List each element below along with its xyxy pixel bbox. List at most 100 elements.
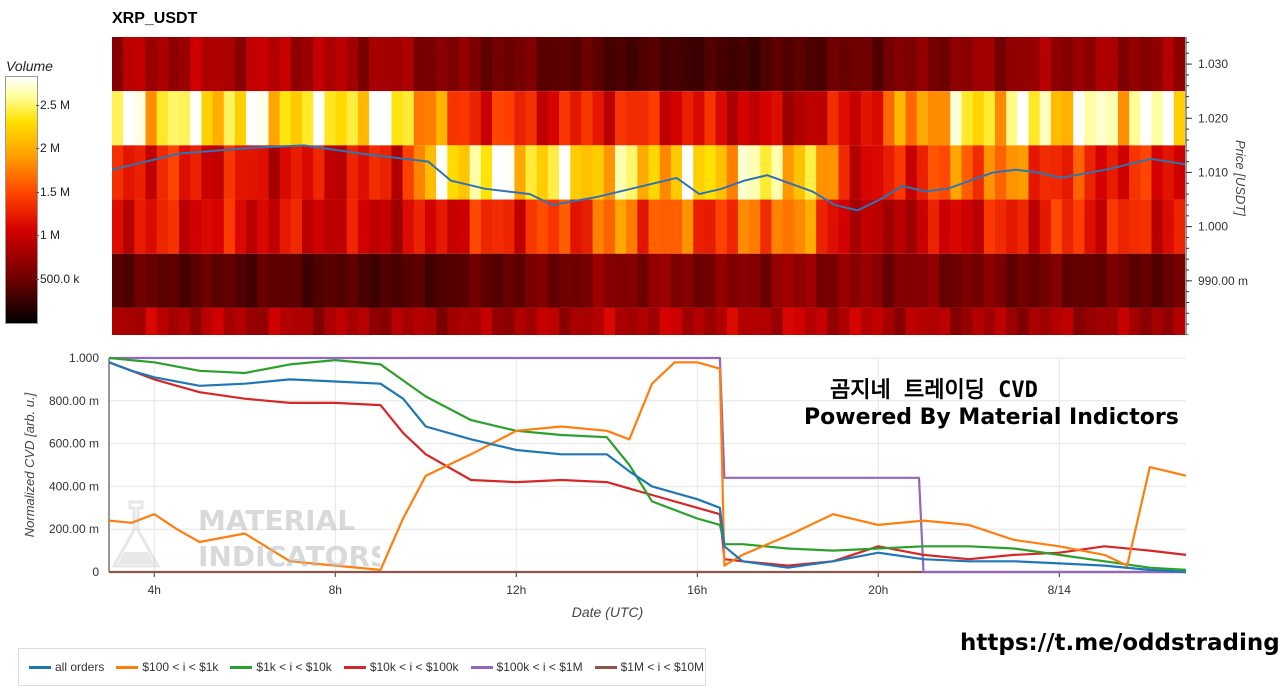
heatmap-cell xyxy=(614,91,627,146)
heatmap-cell xyxy=(1151,91,1164,146)
heatmap-cell xyxy=(1062,307,1074,335)
heatmap-cell xyxy=(860,91,873,146)
heatmap-cell xyxy=(335,145,348,200)
volume-heatmap xyxy=(112,37,1185,335)
heatmap-cell xyxy=(469,307,482,335)
legend-item[interactable]: all orders xyxy=(29,660,104,674)
heatmap-cell xyxy=(190,307,203,335)
cvd-series-line xyxy=(108,361,1187,574)
heatmap-cell xyxy=(693,91,705,146)
heatmap-cell xyxy=(894,145,907,200)
legend-item[interactable]: $1k < i < $10k xyxy=(230,660,332,674)
heatmap-cell xyxy=(950,253,963,308)
heatmap-cell xyxy=(626,37,638,92)
heatmap-cell xyxy=(234,199,247,254)
heatmap-cell xyxy=(682,199,694,254)
heatmap-cell xyxy=(145,199,158,254)
heatmap-cell xyxy=(570,91,583,146)
heatmap-cell xyxy=(123,253,135,308)
heatmap-cell xyxy=(1062,145,1074,200)
colorbar-tick-label: 2.5 M xyxy=(40,97,71,112)
legend-label: $100k < i < $1M xyxy=(496,660,583,674)
heatmap-cell xyxy=(167,91,180,146)
heatmap-cell xyxy=(112,145,124,200)
heatmap-cell xyxy=(883,145,895,200)
heatmap-cell xyxy=(860,199,873,254)
legend-label: $1k < i < $10k xyxy=(256,660,332,674)
cvd-y-tick-label: 800.00 m xyxy=(49,394,99,408)
heatmap-cell xyxy=(313,307,325,335)
heatmap-cell xyxy=(927,145,940,200)
heatmap-cell xyxy=(1151,253,1164,308)
heatmap-cell xyxy=(145,37,158,92)
heatmap-cell xyxy=(335,37,348,92)
heatmap-cell xyxy=(916,307,929,335)
heatmap-cell xyxy=(737,199,750,254)
heatmap-cell xyxy=(167,307,180,335)
heatmap-cell xyxy=(313,91,325,146)
heatmap-cell xyxy=(413,307,426,335)
heatmap-cell xyxy=(1017,145,1030,200)
heatmap-cell xyxy=(1173,91,1185,146)
heatmap-cell xyxy=(637,253,650,308)
heatmap-cell xyxy=(167,37,180,92)
heatmap-cell xyxy=(357,145,370,200)
heatmap-cell xyxy=(1062,199,1074,254)
heatmap-cell xyxy=(134,307,147,335)
heatmap-cell xyxy=(737,307,750,335)
heatmap-cell xyxy=(1151,307,1164,335)
heatmap-cell xyxy=(492,199,504,254)
heatmap-cell xyxy=(480,145,493,200)
heatmap-cell xyxy=(413,253,426,308)
heatmap-cell xyxy=(279,91,292,146)
heatmap-cell xyxy=(1050,37,1063,92)
heatmap-cell xyxy=(994,91,1007,146)
heatmap-cell xyxy=(637,145,650,200)
heatmap-cell xyxy=(212,145,225,200)
heatmap-cell xyxy=(860,145,873,200)
telegram-link[interactable]: https://t.me/oddstrading2 xyxy=(960,630,1280,656)
heatmap-cell xyxy=(648,253,661,308)
heatmap-cell xyxy=(592,199,605,254)
legend-item[interactable]: $1M < i < $10M xyxy=(594,660,704,674)
heatmap-cell xyxy=(503,307,515,335)
legend-item[interactable]: $10k < i < $100k xyxy=(343,660,459,674)
heatmap-cell xyxy=(156,145,169,200)
legend-swatch xyxy=(470,665,493,669)
heatmap-cell xyxy=(123,91,135,146)
heatmap-cell xyxy=(279,253,292,308)
legend-swatch xyxy=(594,665,617,669)
heatmap-cell xyxy=(190,253,203,308)
heatmap-cell xyxy=(682,145,694,200)
heatmap-cell xyxy=(793,199,806,254)
heatmap-cell xyxy=(1073,199,1086,254)
heatmap-cell xyxy=(190,37,203,92)
heatmap-cell xyxy=(693,145,705,200)
heatmap-cell xyxy=(749,253,761,308)
heatmap-cell xyxy=(905,307,918,335)
heatmap-cell xyxy=(570,253,583,308)
heatmap-cell xyxy=(123,145,135,200)
heatmap-cell xyxy=(234,145,247,200)
heatmap-cell xyxy=(380,37,393,92)
heatmap-cell xyxy=(715,253,728,308)
legend-item[interactable]: $100k < i < $1M xyxy=(470,660,583,674)
heatmap-cell xyxy=(983,37,996,92)
heatmap-cell xyxy=(1095,253,1108,308)
heatmap-cell xyxy=(1173,145,1185,200)
heatmap-cell xyxy=(592,145,605,200)
watermark-line2: INDICATORS xyxy=(198,540,380,573)
price-tick-label: 990.00 m xyxy=(1198,274,1248,288)
heatmap-cell xyxy=(402,145,415,200)
heatmap-cell xyxy=(290,91,303,146)
heatmap-cell xyxy=(961,145,974,200)
heatmap-cell xyxy=(816,307,828,335)
cvd-y-tick-label: 400.00 m xyxy=(49,479,99,493)
heatmap-cell xyxy=(112,199,124,254)
heatmap-cell xyxy=(637,91,650,146)
legend-label: $10k < i < $100k xyxy=(369,660,459,674)
heatmap-cell xyxy=(1084,91,1097,146)
heatmap-cell xyxy=(413,37,426,92)
legend-swatch xyxy=(116,665,139,669)
legend-item[interactable]: $100 < i < $1k xyxy=(116,660,218,674)
